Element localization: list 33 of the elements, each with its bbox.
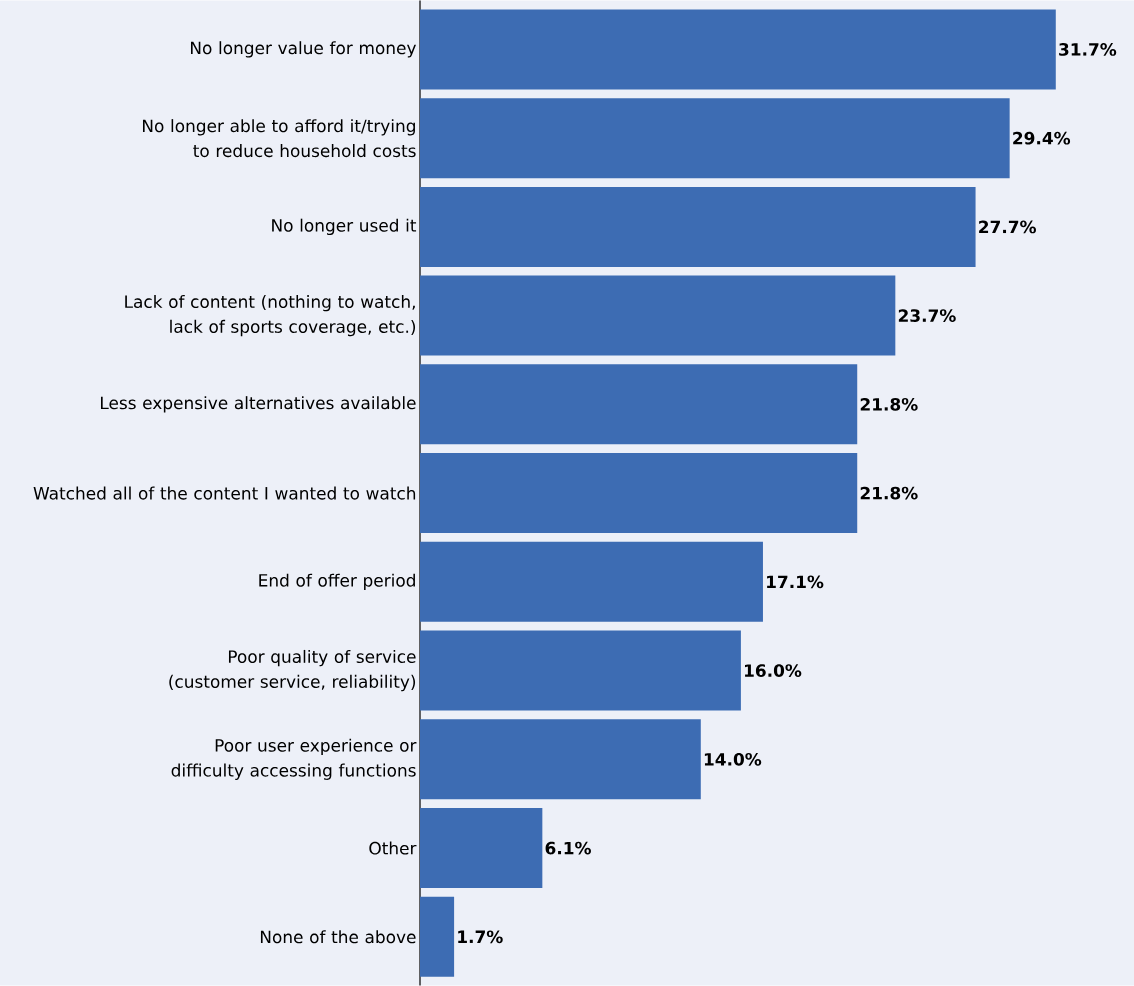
bar <box>420 9 1056 90</box>
y-tick-label: Poor quality of service (customer service, reliability) <box>169 649 416 692</box>
bar <box>420 630 741 711</box>
y-tick-label: No longer value for money <box>191 41 416 58</box>
bar <box>420 275 896 356</box>
bar <box>420 896 455 977</box>
data-label: 21.8% <box>860 486 918 500</box>
bar <box>420 186 976 267</box>
bar <box>420 98 1010 179</box>
y-tick-label: Less expensive alternatives available <box>100 396 416 413</box>
data-label: 31.7% <box>1059 42 1117 56</box>
bar <box>420 719 701 800</box>
y-tick-label: End of offer period <box>259 573 415 590</box>
data-label: 1.7% <box>458 930 503 944</box>
data-label: 27.7% <box>979 220 1036 234</box>
y-tick-label: Lack of content (nothing to watch, lack of sports coverage, etc.) <box>125 294 416 337</box>
data-label: 14.0% <box>704 752 762 766</box>
data-label: 23.7% <box>898 309 956 322</box>
data-label: 21.8% <box>860 397 918 411</box>
bar <box>420 541 763 622</box>
bar <box>420 453 858 533</box>
data-label: 6.1% <box>545 841 591 855</box>
y-tick-label: Other <box>369 841 417 855</box>
y-tick-label: None of the above <box>260 930 416 944</box>
bar <box>420 364 858 445</box>
y-tick-label: Poor user experience or difficulty accessing functions <box>171 738 417 780</box>
y-tick-label: No longer used it <box>272 218 417 235</box>
y-tick-label: Watched all of the content I wanted to watch <box>33 486 416 500</box>
data-label: 29.4% <box>1013 131 1071 145</box>
y-tick-label: No longer able to afford it/trying to reduce household costs <box>142 119 416 158</box>
bar <box>420 807 543 888</box>
data-label: 16.0% <box>745 664 802 677</box>
data-label: 17.1% <box>767 575 824 589</box>
